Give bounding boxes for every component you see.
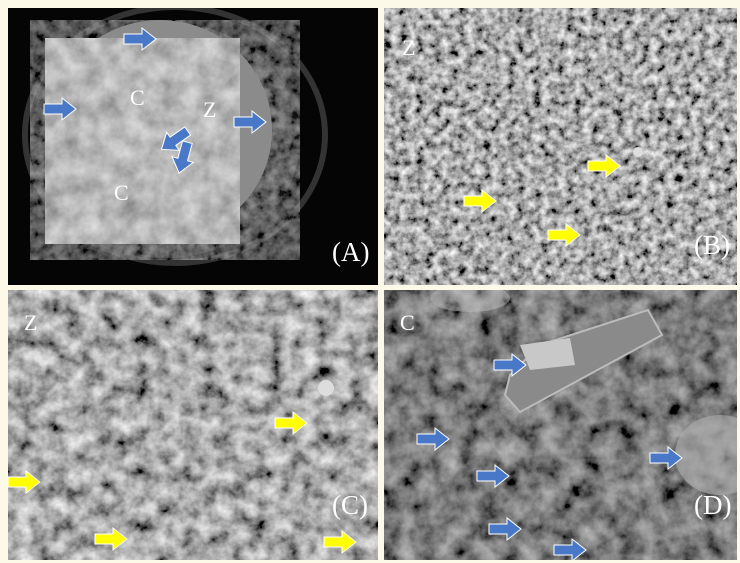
particle bbox=[633, 147, 643, 157]
panel-label: (D) bbox=[694, 490, 731, 520]
annotation: C bbox=[130, 85, 145, 110]
panel-bg bbox=[8, 290, 378, 560]
annotation: Z bbox=[402, 35, 415, 60]
panel-c: Z (C) bbox=[8, 290, 378, 560]
panel-bg bbox=[384, 8, 737, 285]
annotation: Z bbox=[24, 310, 37, 335]
panel-d: C (D) bbox=[384, 284, 740, 561]
panel-label: (C) bbox=[332, 490, 368, 520]
panel-b: Z (B) bbox=[384, 8, 737, 285]
panel-label: (B) bbox=[694, 230, 730, 260]
particle bbox=[318, 380, 334, 396]
panel-bg bbox=[384, 290, 737, 560]
figure: C Z C (A) Z (B) Z bbox=[0, 0, 740, 563]
panel-a: C Z C (A) bbox=[8, 7, 378, 285]
panel-label: (A) bbox=[332, 237, 369, 267]
annotation: Z bbox=[203, 97, 216, 122]
page: C Z C (A) Z (B) Z bbox=[0, 0, 740, 563]
bright-area bbox=[430, 284, 510, 312]
annotation: C bbox=[400, 310, 415, 335]
annotation: C bbox=[114, 180, 129, 205]
